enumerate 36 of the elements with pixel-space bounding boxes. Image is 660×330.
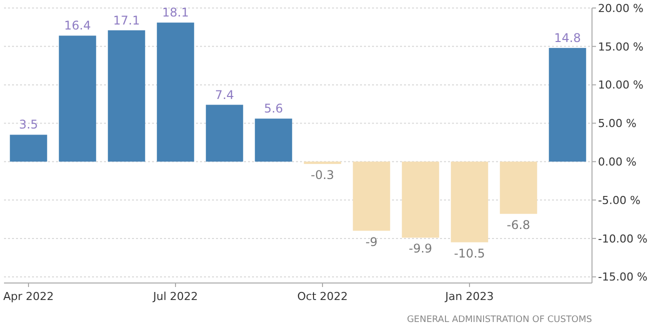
data-label: -6.8 bbox=[506, 218, 530, 232]
bar bbox=[450, 162, 488, 242]
bar bbox=[254, 118, 292, 162]
x-tick-label: Jul 2022 bbox=[152, 290, 198, 303]
data-label: 7.4 bbox=[214, 88, 234, 102]
data-label: 17.1 bbox=[113, 13, 140, 28]
y-tick-label: 10.00 % bbox=[598, 78, 644, 92]
bar bbox=[156, 22, 194, 162]
y-tick-label: -10.00 % bbox=[598, 232, 648, 246]
y-tick-label: 15.00 % bbox=[598, 40, 644, 54]
text: GENERAL ADMINISTRATION OF CUSTOMS bbox=[406, 315, 592, 325]
y-tick-label: 20.00 % bbox=[598, 2, 644, 15]
bar bbox=[206, 104, 244, 162]
data-label: 18.1 bbox=[162, 6, 189, 20]
bar bbox=[500, 162, 538, 214]
x-tick-label: Jan 2023 bbox=[444, 290, 494, 303]
bar bbox=[352, 162, 390, 231]
data-label: 14.8 bbox=[554, 30, 581, 45]
y-tick-label: -15.00 % bbox=[598, 270, 648, 284]
y-tick-label: 5.00 % bbox=[598, 117, 636, 130]
data-label: -9.9 bbox=[408, 242, 432, 256]
data-label: -9 bbox=[366, 234, 378, 249]
x-tick-label: Apr 2022 bbox=[3, 290, 54, 303]
data-label: 3.5 bbox=[18, 118, 38, 132]
bar bbox=[10, 134, 48, 162]
data-label: -0.3 bbox=[310, 168, 334, 182]
y-tick-label: -5.00 % bbox=[598, 194, 640, 207]
bar bbox=[402, 162, 440, 238]
y-tick-label: 0.00 % bbox=[598, 155, 636, 168]
data-label: 5.6 bbox=[264, 102, 284, 116]
bar bbox=[58, 36, 96, 162]
bar bbox=[108, 30, 146, 162]
data-label: -10.5 bbox=[454, 246, 486, 260]
data-label: 16.4 bbox=[64, 18, 91, 33]
x-tick-label: Oct 2022 bbox=[297, 290, 348, 303]
bar bbox=[548, 48, 586, 162]
